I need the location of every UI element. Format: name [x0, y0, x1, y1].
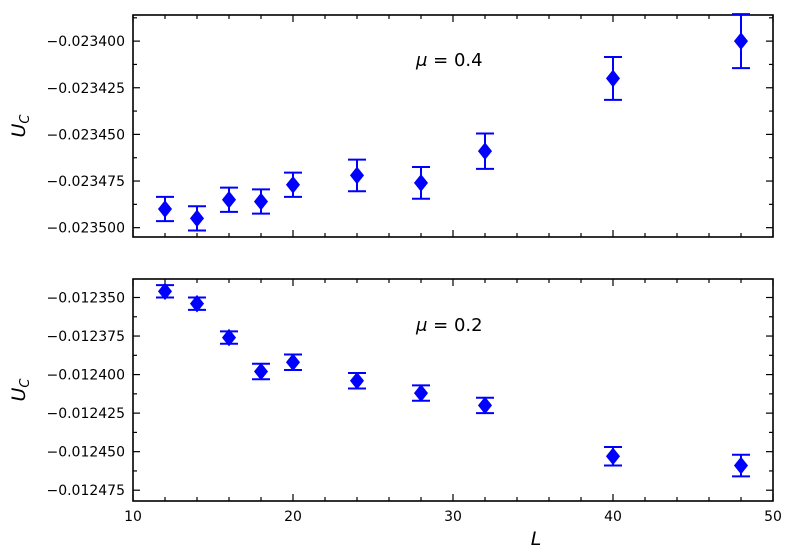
bottom-data-point — [252, 362, 270, 381]
bottom-y-tick-label: −0.012425 — [46, 406, 125, 422]
diamond-marker — [285, 175, 301, 194]
bottom-data-point — [348, 371, 366, 390]
top-data-point — [284, 171, 302, 198]
bottom-annotation-symbol: μ — [415, 315, 427, 336]
bottom-plot-frame — [132, 278, 774, 502]
bottom-x-tick-label: 20 — [284, 509, 302, 525]
bottom-data-point — [604, 446, 622, 467]
bottom-data-point — [476, 396, 494, 415]
top-y-tick-label: −0.023400 — [46, 34, 125, 50]
diamond-marker — [157, 200, 173, 218]
bottom-y-axis-label-sub: C — [18, 378, 33, 388]
bottom-data-point — [156, 282, 174, 301]
diamond-marker — [477, 396, 493, 415]
bottom-x-tick-label: 10 — [124, 509, 142, 525]
top-panel: −0.023500 −0.023475 −0.023450 −0.023425 −0.0… — [8, 13, 774, 238]
bottom-y-tick-label: −0.012400 — [46, 368, 125, 384]
bottom-data-point — [284, 353, 302, 372]
bottom-y-axis-label-main: U — [8, 388, 30, 402]
diamond-marker — [349, 371, 365, 390]
diamond-marker — [189, 294, 205, 313]
bottom-panel: 10 20 30 40 50 −0.012475 −0.012450 −0.012425 −0.… — [8, 278, 782, 550]
top-y-tick-label: −0.023475 — [46, 174, 125, 190]
top-y-tick-label: −0.023450 — [46, 127, 125, 143]
top-y-axis-label-sub: C — [18, 114, 33, 124]
top-data-point — [188, 205, 206, 232]
top-y-axis-label-main: U — [8, 124, 30, 138]
top-data-point — [252, 188, 270, 215]
x-axis-label: L — [531, 528, 542, 550]
diamond-marker — [413, 384, 429, 402]
bottom-x-tick-label: 50 — [764, 509, 782, 525]
diamond-marker — [605, 447, 621, 466]
bottom-y-tick-label: −0.012450 — [46, 445, 125, 461]
bottom-y-tick-label: −0.012475 — [46, 483, 125, 499]
top-y-axis-label: UC — [8, 114, 33, 138]
diamond-marker — [733, 456, 749, 475]
top-annotation-value: = 0.4 — [427, 50, 482, 71]
bottom-x-tick-label: 30 — [444, 509, 462, 525]
top-data-point — [412, 166, 430, 200]
diamond-marker — [221, 190, 237, 209]
diamond-marker — [253, 192, 269, 211]
top-data-point — [156, 195, 174, 223]
diamond-marker — [605, 69, 621, 88]
top-annotation-symbol: μ — [415, 50, 427, 71]
top-data-point — [604, 55, 622, 101]
bottom-annotation-value: = 0.2 — [427, 315, 482, 336]
top-y-tick-label: −0.023425 — [46, 81, 125, 97]
bottom-y-axis-label: UC — [8, 378, 33, 402]
bottom-x-tick-label: 40 — [604, 509, 622, 525]
diamond-marker — [253, 362, 269, 381]
bottom-data-point — [732, 453, 750, 478]
top-annotation: μ = 0.4 — [415, 50, 483, 71]
top-data-point — [732, 13, 750, 70]
diamond-marker — [221, 328, 237, 347]
top-y-tick-label: −0.023500 — [46, 221, 125, 237]
diamond-marker — [733, 32, 749, 50]
bottom-data-point — [412, 384, 430, 402]
diamond-marker — [285, 353, 301, 372]
diamond-marker — [157, 282, 173, 301]
top-data-point — [348, 158, 366, 193]
bottom-data-point — [220, 328, 238, 347]
diamond-marker — [413, 174, 429, 192]
diamond-marker — [477, 142, 493, 160]
bottom-y-tick-label: −0.012375 — [46, 329, 125, 345]
bottom-annotation: μ = 0.2 — [415, 315, 483, 336]
diamond-marker — [349, 166, 365, 185]
bottom-y-tick-label: −0.012350 — [46, 291, 125, 307]
diamond-marker — [189, 209, 205, 228]
top-data-point — [220, 186, 238, 213]
top-data-point — [476, 132, 494, 170]
bottom-data-point — [188, 294, 206, 313]
